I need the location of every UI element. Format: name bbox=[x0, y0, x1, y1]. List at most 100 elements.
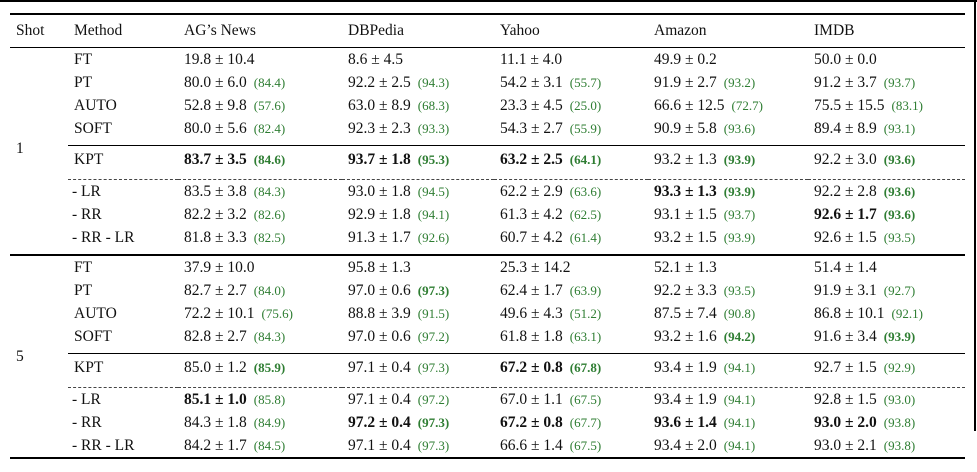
value-cell: 93.1 ± 1.5 (93.7) bbox=[648, 203, 808, 226]
shot-label: 1 bbox=[16, 139, 24, 157]
value-cell: 91.2 ± 3.7 (93.7) bbox=[808, 71, 965, 94]
value-cell: 49.6 ± 4.3 (51.2) bbox=[494, 302, 648, 325]
score-note: (67.8) bbox=[569, 359, 602, 375]
score-value: 62.2 ± 2.9 bbox=[500, 182, 563, 200]
table-row: AUTO 72.2 ± 10.1 (75.6) 88.8 ± 3.9 (91.5) 49.… bbox=[10, 302, 965, 325]
section-rule-solid bbox=[10, 348, 965, 354]
table-row: KPT 85.0 ± 1.2 (85.9) 97.1 ± 0.4 (97.3) 67.2 … bbox=[10, 354, 965, 382]
score-value: 92.8 ± 1.5 bbox=[814, 390, 877, 408]
score-note: (93.9) bbox=[723, 183, 756, 199]
score-value: 93.4 ± 2.0 bbox=[654, 436, 717, 454]
value-cell: 93.0 ± 2.1 (93.8) bbox=[808, 434, 965, 458]
value-cell: 25.3 ± 14.2 bbox=[494, 255, 648, 279]
score-value: 51.4 ± 1.4 bbox=[814, 258, 877, 276]
score-value: 97.0 ± 0.6 bbox=[348, 281, 411, 299]
score-value: 92.2 ± 3.3 bbox=[654, 281, 717, 299]
value-cell: 82.8 ± 2.7 (84.3) bbox=[178, 325, 342, 348]
score-note: (94.1) bbox=[723, 437, 756, 453]
score-note: (93.7) bbox=[883, 74, 916, 90]
method-label: - LR bbox=[72, 390, 101, 408]
score-note: (84.3) bbox=[253, 183, 286, 199]
value-cell: 93.3 ± 1.3 (93.9) bbox=[648, 180, 808, 204]
score-note: (85.9) bbox=[253, 359, 286, 375]
score-value: 8.6 ± 4.5 bbox=[348, 50, 404, 68]
value-cell: 81.8 ± 3.3 (82.5) bbox=[178, 226, 342, 249]
score-value: 85.0 ± 1.2 bbox=[184, 358, 247, 376]
value-cell: 93.4 ± 1.9 (94.1) bbox=[648, 354, 808, 382]
score-value: 84.3 ± 1.8 bbox=[184, 413, 247, 431]
score-note: (62.5) bbox=[569, 206, 602, 222]
score-value: 89.4 ± 8.9 bbox=[814, 119, 877, 137]
value-cell: 93.2 ± 1.5 (93.9) bbox=[648, 226, 808, 249]
value-cell: 92.2 ± 2.5 (94.3) bbox=[342, 71, 494, 94]
score-note: (93.6) bbox=[723, 120, 756, 136]
score-value: 92.3 ± 2.3 bbox=[348, 119, 411, 137]
value-cell: 92.2 ± 2.8 (93.6) bbox=[808, 180, 965, 204]
value-cell: 85.1 ± 1.0 (85.8) bbox=[178, 388, 342, 412]
score-value: 66.6 ± 12.5 bbox=[654, 96, 725, 114]
score-note: (93.6) bbox=[883, 151, 916, 167]
results-table: Shot Method AG’s News DBPedia Yahoo Amaz… bbox=[10, 13, 965, 459]
value-cell: 66.6 ± 1.4 (67.5) bbox=[494, 434, 648, 458]
table-row: - LR 85.1 ± 1.0 (85.8) 97.1 ± 0.4 (97.2) 67.0… bbox=[10, 388, 965, 412]
score-note: (67.7) bbox=[569, 414, 602, 430]
score-note: (84.4) bbox=[253, 74, 286, 90]
score-value: 52.8 ± 9.8 bbox=[184, 96, 247, 114]
score-note: (93.1) bbox=[883, 120, 916, 136]
value-cell: 97.1 ± 0.4 (97.3) bbox=[342, 354, 494, 382]
score-note: (63.6) bbox=[569, 183, 602, 199]
score-value: 61.3 ± 4.2 bbox=[500, 205, 563, 223]
table-row: - RR 84.3 ± 1.8 (84.9) 97.2 ± 0.4 (97.3) 67.2… bbox=[10, 411, 965, 434]
score-value: 95.8 ± 1.3 bbox=[348, 258, 411, 276]
score-value: 63.2 ± 2.5 bbox=[500, 150, 563, 168]
score-value: 91.9 ± 2.7 bbox=[654, 73, 717, 91]
score-value: 92.2 ± 3.0 bbox=[814, 150, 877, 168]
value-cell: 82.7 ± 2.7 (84.0) bbox=[178, 279, 342, 302]
value-cell: 67.2 ± 0.8 (67.7) bbox=[494, 411, 648, 434]
score-value: 93.4 ± 1.9 bbox=[654, 390, 717, 408]
score-value: 92.6 ± 1.5 bbox=[814, 228, 877, 246]
score-note: (84.5) bbox=[253, 437, 286, 453]
score-value: 60.7 ± 4.2 bbox=[500, 228, 563, 246]
value-cell: 97.0 ± 0.6 (97.3) bbox=[342, 279, 494, 302]
score-note: (84.3) bbox=[253, 328, 286, 344]
value-cell: 67.2 ± 0.8 (67.8) bbox=[494, 354, 648, 382]
value-cell: 91.6 ± 3.4 (93.9) bbox=[808, 325, 965, 348]
value-cell: 85.0 ± 1.2 (85.9) bbox=[178, 354, 342, 382]
score-note: (75.6) bbox=[261, 305, 293, 321]
method-label: AUTO bbox=[74, 96, 117, 114]
score-value: 93.4 ± 1.9 bbox=[654, 358, 717, 376]
score-value: 52.1 ± 1.3 bbox=[654, 258, 717, 276]
method-label: - RR - LR bbox=[72, 228, 135, 246]
score-note: (93.9) bbox=[723, 229, 756, 245]
score-value: 92.7 ± 1.5 bbox=[814, 358, 877, 376]
score-note: (92.1) bbox=[891, 305, 923, 321]
score-value: 62.4 ± 1.7 bbox=[500, 281, 563, 299]
score-value: 90.9 ± 5.8 bbox=[654, 119, 717, 137]
score-note: (93.9) bbox=[723, 151, 756, 167]
value-cell: 97.2 ± 0.4 (97.3) bbox=[342, 411, 494, 434]
score-value: 97.0 ± 0.6 bbox=[348, 327, 411, 345]
score-note: (97.3) bbox=[417, 437, 450, 453]
score-note: (93.6) bbox=[883, 183, 916, 199]
score-value: 92.2 ± 2.5 bbox=[348, 73, 411, 91]
score-value: 82.7 ± 2.7 bbox=[184, 281, 247, 299]
score-note: (93.0) bbox=[883, 391, 916, 407]
group-separator-rule bbox=[10, 249, 965, 256]
shot-label: 5 bbox=[16, 347, 24, 365]
score-value: 11.1 ± 4.0 bbox=[500, 50, 563, 68]
value-cell: 97.0 ± 0.6 (97.2) bbox=[342, 325, 494, 348]
value-cell: 80.0 ± 6.0 (84.4) bbox=[178, 71, 342, 94]
table-row: 5 FT 37.9 ± 10.0 95.8 ± 1.3 25.3 ± 14.2 52.1 … bbox=[10, 255, 965, 365]
table-row: PT 80.0 ± 6.0 (84.4) 92.2 ± 2.5 (94.3) 54.2 ±… bbox=[10, 71, 965, 94]
score-value: 83.7 ± 3.5 bbox=[184, 150, 247, 168]
score-note: (67.5) bbox=[569, 437, 602, 453]
solid-divider bbox=[68, 348, 965, 354]
value-cell: 54.3 ± 2.7 (55.9) bbox=[494, 117, 648, 140]
score-note: (94.1) bbox=[723, 391, 756, 407]
dashed-divider bbox=[68, 381, 965, 388]
value-cell: 63.0 ± 8.9 (68.3) bbox=[342, 94, 494, 117]
header-row: Shot Method AG’s News DBPedia Yahoo Amaz… bbox=[10, 14, 965, 48]
value-cell: 92.3 ± 2.3 (93.3) bbox=[342, 117, 494, 140]
score-value: 83.5 ± 3.8 bbox=[184, 182, 247, 200]
